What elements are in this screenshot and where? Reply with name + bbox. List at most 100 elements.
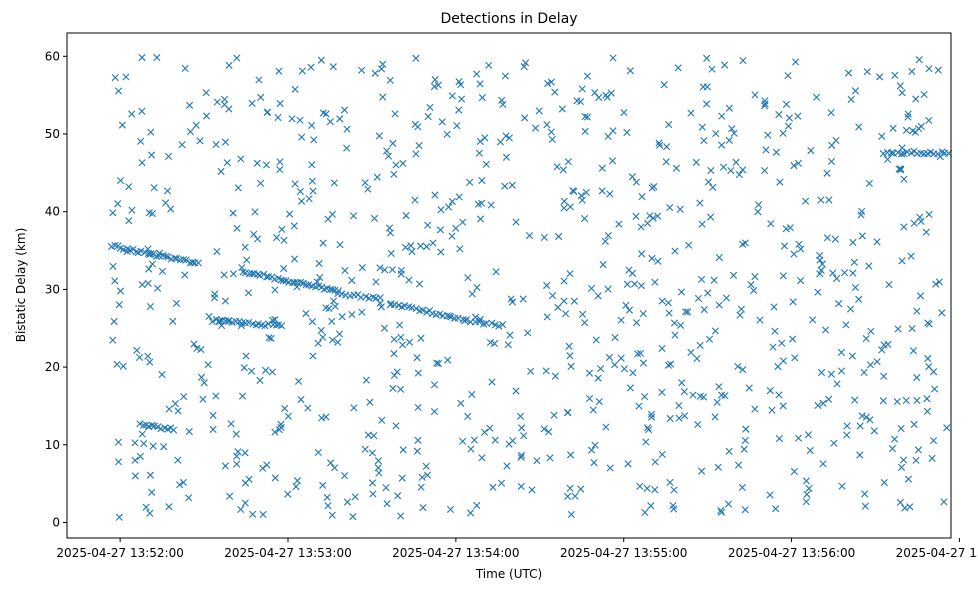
data-point-marker bbox=[617, 316, 625, 324]
data-point-marker bbox=[595, 93, 603, 102]
data-point-marker bbox=[368, 479, 377, 487]
data-point-marker bbox=[368, 449, 376, 457]
data-point-marker bbox=[334, 338, 342, 346]
data-point-marker bbox=[502, 153, 511, 161]
data-point-marker bbox=[531, 124, 540, 132]
data-point-marker bbox=[635, 402, 643, 410]
data-point-marker bbox=[138, 159, 146, 167]
data-point-marker bbox=[738, 483, 746, 492]
data-point-marker bbox=[912, 95, 920, 103]
data-point-marker bbox=[328, 286, 337, 294]
data-point-marker bbox=[880, 478, 888, 487]
data-point-marker bbox=[623, 128, 631, 136]
y-tick-label: 50 bbox=[45, 127, 60, 141]
data-point-marker bbox=[908, 67, 916, 76]
data-point-marker bbox=[648, 184, 656, 192]
data-point-marker bbox=[380, 324, 389, 332]
data-point-marker bbox=[524, 329, 532, 337]
data-point-marker bbox=[883, 155, 892, 163]
data-point-marker bbox=[843, 422, 851, 430]
data-point-marker bbox=[851, 283, 859, 292]
data-point-marker bbox=[397, 512, 405, 520]
data-point-marker bbox=[437, 248, 445, 256]
data-point-marker bbox=[153, 53, 161, 62]
data-point-marker bbox=[677, 288, 686, 296]
data-point-marker bbox=[878, 346, 886, 354]
data-point-marker bbox=[617, 354, 625, 362]
data-point-marker bbox=[358, 308, 366, 316]
data-point-marker bbox=[566, 352, 574, 360]
x-tick-label: 2025-04-27 13:55:00 bbox=[560, 546, 687, 560]
data-point-marker bbox=[237, 155, 245, 163]
data-point-marker bbox=[885, 280, 893, 289]
data-point-marker bbox=[527, 367, 535, 375]
x-axis: 2025-04-27 13:52:00 2025-04-27 13:53:00 20… bbox=[56, 538, 978, 560]
data-point-marker bbox=[115, 301, 123, 309]
data-point-marker bbox=[819, 399, 827, 407]
data-point-marker bbox=[314, 339, 322, 347]
data-point-marker bbox=[750, 286, 758, 295]
data-point-marker bbox=[940, 498, 948, 506]
data-point-marker bbox=[149, 442, 157, 450]
data-point-marker bbox=[431, 76, 439, 84]
data-point-marker bbox=[819, 460, 827, 468]
data-point-marker bbox=[814, 401, 822, 410]
data-point-marker bbox=[267, 334, 275, 343]
data-point-marker bbox=[498, 96, 506, 104]
data-point-marker bbox=[817, 368, 826, 377]
data-point-marker bbox=[567, 362, 575, 370]
data-point-marker bbox=[734, 362, 742, 371]
data-point-marker bbox=[225, 61, 233, 69]
data-point-marker bbox=[328, 210, 336, 218]
data-point-marker bbox=[292, 483, 300, 491]
data-point-marker bbox=[518, 424, 526, 432]
data-point-marker bbox=[419, 306, 427, 314]
data-point-marker bbox=[313, 278, 321, 286]
data-point-marker bbox=[791, 354, 799, 362]
data-point-marker bbox=[220, 271, 228, 279]
data-point-marker bbox=[641, 392, 649, 401]
data-point-marker bbox=[935, 278, 943, 286]
data-point-marker bbox=[745, 384, 753, 392]
data-point-marker bbox=[560, 197, 568, 205]
data-point-marker bbox=[794, 434, 803, 442]
data-point-marker bbox=[578, 196, 586, 204]
data-point-marker bbox=[374, 457, 383, 465]
data-point-marker bbox=[241, 479, 250, 487]
data-point-marker bbox=[389, 384, 397, 392]
data-point-marker bbox=[319, 239, 327, 247]
data-point-marker bbox=[801, 197, 810, 205]
plot-frame bbox=[66, 32, 952, 539]
data-point-marker bbox=[146, 302, 154, 311]
data-point-marker bbox=[711, 327, 720, 335]
data-point-marker bbox=[457, 81, 465, 89]
data-point-marker bbox=[687, 109, 695, 117]
data-point-marker bbox=[625, 306, 634, 314]
data-point-marker bbox=[475, 149, 483, 157]
data-point-marker bbox=[780, 242, 789, 250]
data-point-marker bbox=[818, 260, 826, 268]
data-point-marker bbox=[891, 71, 899, 79]
data-point-marker bbox=[651, 458, 659, 466]
data-point-marker bbox=[249, 510, 257, 518]
data-point-marker bbox=[293, 283, 301, 291]
data-point-marker bbox=[570, 297, 578, 305]
data-point-marker bbox=[823, 169, 831, 177]
data-point-marker bbox=[895, 165, 903, 173]
data-point-marker bbox=[155, 249, 164, 257]
data-point-marker bbox=[578, 85, 586, 93]
data-point-marker bbox=[789, 335, 797, 343]
data-point-marker bbox=[915, 56, 923, 64]
data-point-marker bbox=[636, 349, 645, 358]
data-point-marker bbox=[379, 60, 387, 68]
data-point-marker bbox=[280, 264, 288, 273]
data-point-marker bbox=[338, 313, 346, 321]
data-point-marker bbox=[473, 501, 481, 510]
data-point-marker bbox=[253, 235, 262, 243]
data-point-marker bbox=[381, 266, 389, 274]
y-tick-label: 30 bbox=[45, 282, 60, 296]
data-point-marker bbox=[229, 209, 237, 217]
data-point-marker bbox=[331, 302, 339, 311]
data-point-marker bbox=[506, 331, 514, 339]
data-point-marker bbox=[315, 259, 323, 268]
